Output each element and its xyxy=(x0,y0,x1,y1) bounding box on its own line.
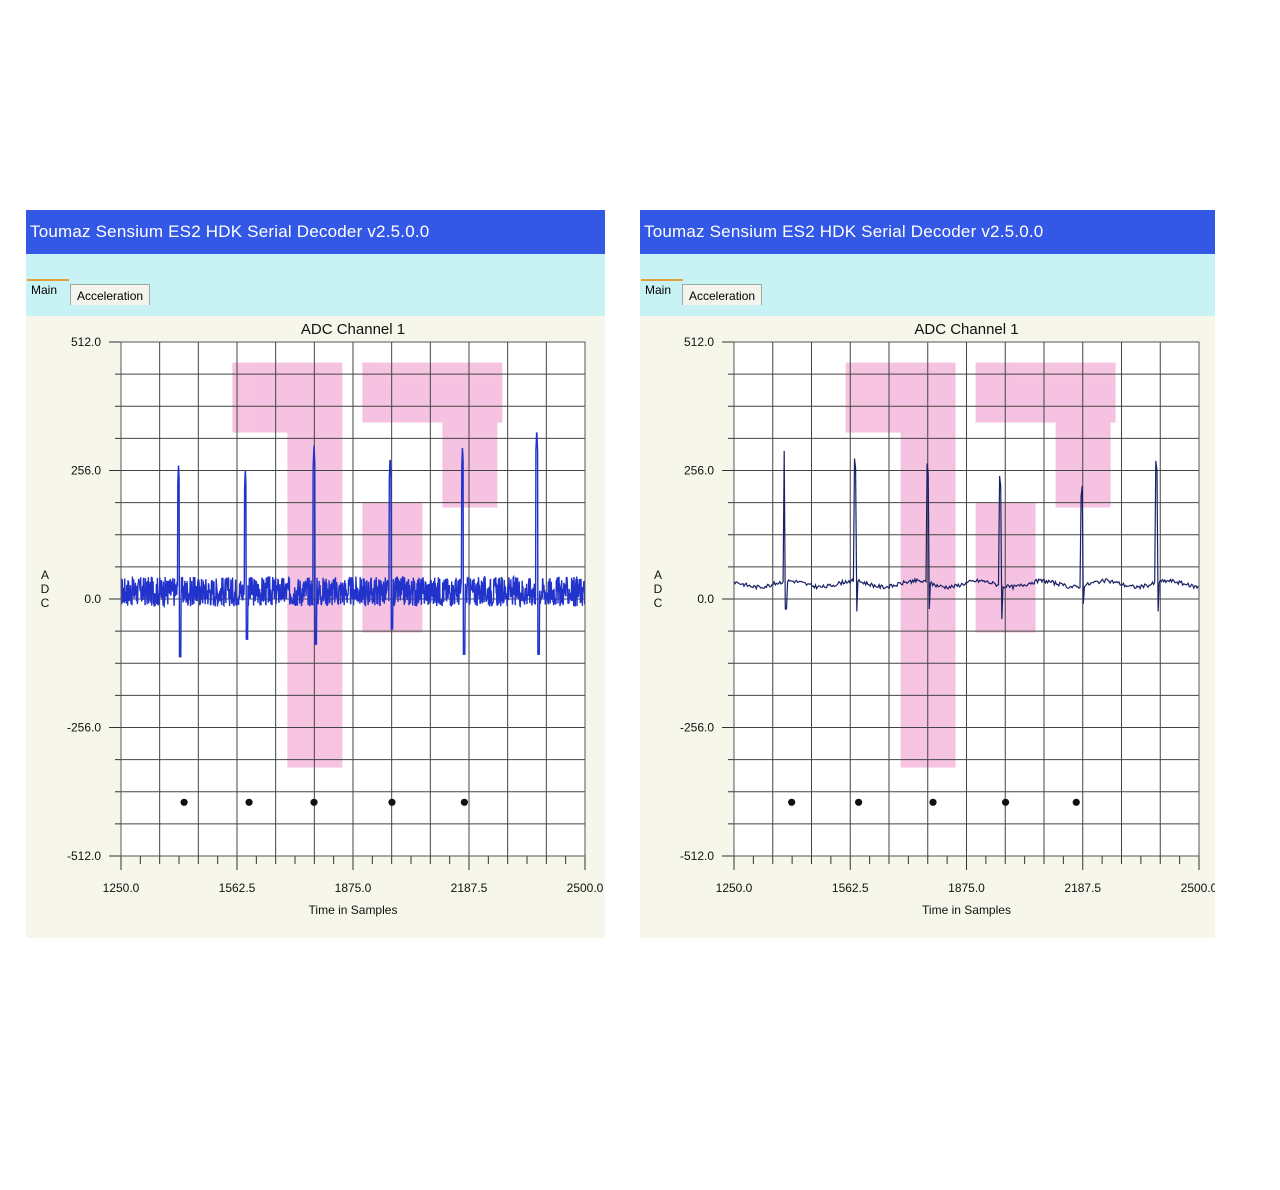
signal-line xyxy=(120,432,586,658)
chart-panel: ADC Channel 1 512.0 256.0 0.0 -256.0 -512.0 12… xyxy=(640,316,1215,938)
beat-marker xyxy=(388,798,396,806)
beat-marker xyxy=(855,798,863,806)
beat-marker xyxy=(929,798,937,806)
signal-line xyxy=(733,450,1199,620)
decoder-window-left: Toumaz Sensium ES2 HDK Serial Decoder v2… xyxy=(26,210,605,938)
x-tick-label: 1875.0 xyxy=(948,881,985,895)
logo-block xyxy=(845,362,956,433)
beat-marker xyxy=(460,798,468,806)
beat-marker xyxy=(788,798,796,806)
x-axis-label: Time in Samples xyxy=(309,903,398,917)
adc-chart: ADC Channel 1 512.0 256.0 0.0 -256.0 -512.0 12… xyxy=(41,321,604,917)
tab-acceleration-label: Acceleration xyxy=(77,289,144,303)
chart-title: ADC Channel 1 xyxy=(914,321,1018,338)
y-tick-label: 256.0 xyxy=(684,464,714,478)
decoder-window-right: Toumaz Sensium ES2 HDK Serial Decoder v2… xyxy=(640,210,1215,938)
beat-marker xyxy=(1001,798,1010,806)
logo-block xyxy=(975,362,1116,423)
x-tick-label: 1562.5 xyxy=(832,881,869,895)
x-tick-label: 1250.0 xyxy=(103,881,140,895)
plot-border xyxy=(120,341,586,857)
tab-acceleration-label: Acceleration xyxy=(689,289,756,303)
tab-acceleration[interactable]: Acceleration xyxy=(70,284,151,305)
logo-block xyxy=(442,417,498,508)
x-tick-label: 1875.0 xyxy=(335,881,372,895)
y-tick-label: 512.0 xyxy=(684,335,714,349)
beat-marker xyxy=(1072,798,1080,806)
tab-main[interactable]: Main xyxy=(640,279,684,299)
window-title-bar[interactable]: Toumaz Sensium ES2 HDK Serial Decoder v2… xyxy=(640,210,1215,254)
chart-panel: ADC Channel 1 512.0 256.0 0.0 -256.0 -512.0 12… xyxy=(26,316,605,938)
tab-strip: Main Acceleration xyxy=(26,254,605,316)
x-tick-label: 2500.0 xyxy=(567,881,604,895)
y-minor-ticks xyxy=(109,341,121,857)
y-tick-label: -512.0 xyxy=(67,849,101,863)
x-axis-label: Time in Samples xyxy=(922,903,1011,917)
beat-marker xyxy=(310,798,318,806)
x-tick-label: 2187.5 xyxy=(451,881,488,895)
x-tick-label: 1250.0 xyxy=(716,881,753,895)
tab-main-label: Main xyxy=(31,283,58,297)
window-title-bar[interactable]: Toumaz Sensium ES2 HDK Serial Decoder v2… xyxy=(26,210,605,254)
x-tick-label: 2500.0 xyxy=(1181,881,1215,895)
x-tick-label: 2187.5 xyxy=(1064,881,1101,895)
tab-strip: Main Acceleration xyxy=(640,254,1215,316)
logo-block xyxy=(232,362,343,433)
y-tick-label: 256.0 xyxy=(71,464,101,478)
beat-marker xyxy=(180,798,188,806)
y-tick-label: -256.0 xyxy=(680,721,714,735)
x-tick-label: 1562.5 xyxy=(219,881,256,895)
y-tick-label: -512.0 xyxy=(680,849,714,863)
plot-border xyxy=(733,341,1200,857)
chart-title: ADC Channel 1 xyxy=(301,321,405,338)
y-tick-label: -256.0 xyxy=(67,721,101,735)
adc-chart: ADC Channel 1 512.0 256.0 0.0 -256.0 -512.0 12… xyxy=(654,321,1215,917)
x-minor-ticks xyxy=(733,856,1200,870)
beat-marker xyxy=(245,798,253,806)
tab-acceleration[interactable]: Acceleration xyxy=(682,284,763,305)
tab-main[interactable]: Main xyxy=(26,279,70,299)
x-minor-ticks xyxy=(120,856,586,870)
y-tick-label: 512.0 xyxy=(71,335,101,349)
window-title: Toumaz Sensium ES2 HDK Serial Decoder v2… xyxy=(644,222,1044,241)
window-title: Toumaz Sensium ES2 HDK Serial Decoder v2… xyxy=(30,222,430,241)
logo-block xyxy=(362,362,503,423)
y-tick-label: 0.0 xyxy=(697,592,714,606)
y-minor-ticks xyxy=(722,341,734,857)
y-tick-label: 0.0 xyxy=(84,592,101,606)
tab-main-label: Main xyxy=(645,283,672,297)
